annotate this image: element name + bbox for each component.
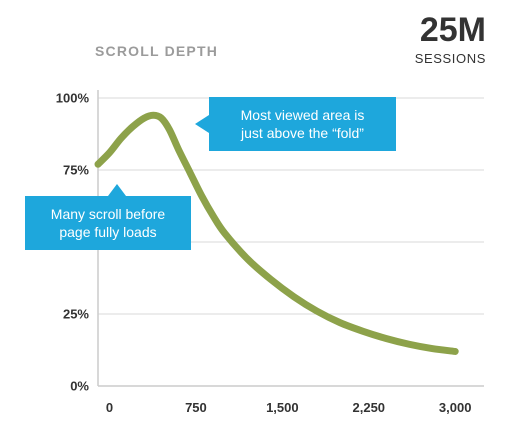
x-tick-label-2250: 2,250: [353, 400, 386, 415]
y-tick-label-0: 0%: [70, 379, 89, 394]
callout-peak-text: Most viewed area is just above the “fold…: [240, 107, 365, 141]
tick-labels: 0% 25% 75% 100% 0 750 1,500 2,250 3,000: [56, 91, 472, 416]
series-layer: [94, 111, 459, 355]
callout-loads-text: Many scroll before page fully loads: [50, 206, 166, 240]
callout-peak-pointer: [195, 115, 209, 133]
x-tick-label-0: 0: [106, 400, 113, 415]
callout-loads-pointer: [108, 184, 126, 196]
chart-subtitle: SCROLL DEPTH: [95, 43, 219, 59]
sessions-label: SESSIONS: [414, 51, 486, 66]
y-tick-label-100: 100%: [56, 91, 90, 106]
y-tick-label-75: 75%: [63, 163, 89, 178]
callout-loads: Many scroll before page fully loads: [25, 196, 191, 250]
callout-peak: Most viewed area is just above the “fold…: [209, 97, 396, 151]
x-tick-label-750: 750: [185, 400, 207, 415]
y-tick-label-25: 25%: [63, 307, 89, 322]
series-line-0: [94, 111, 459, 355]
x-tick-label-3000: 3,000: [439, 400, 472, 415]
x-tick-label-1500: 1,500: [266, 400, 299, 415]
sessions-value: 25M: [419, 11, 486, 49]
